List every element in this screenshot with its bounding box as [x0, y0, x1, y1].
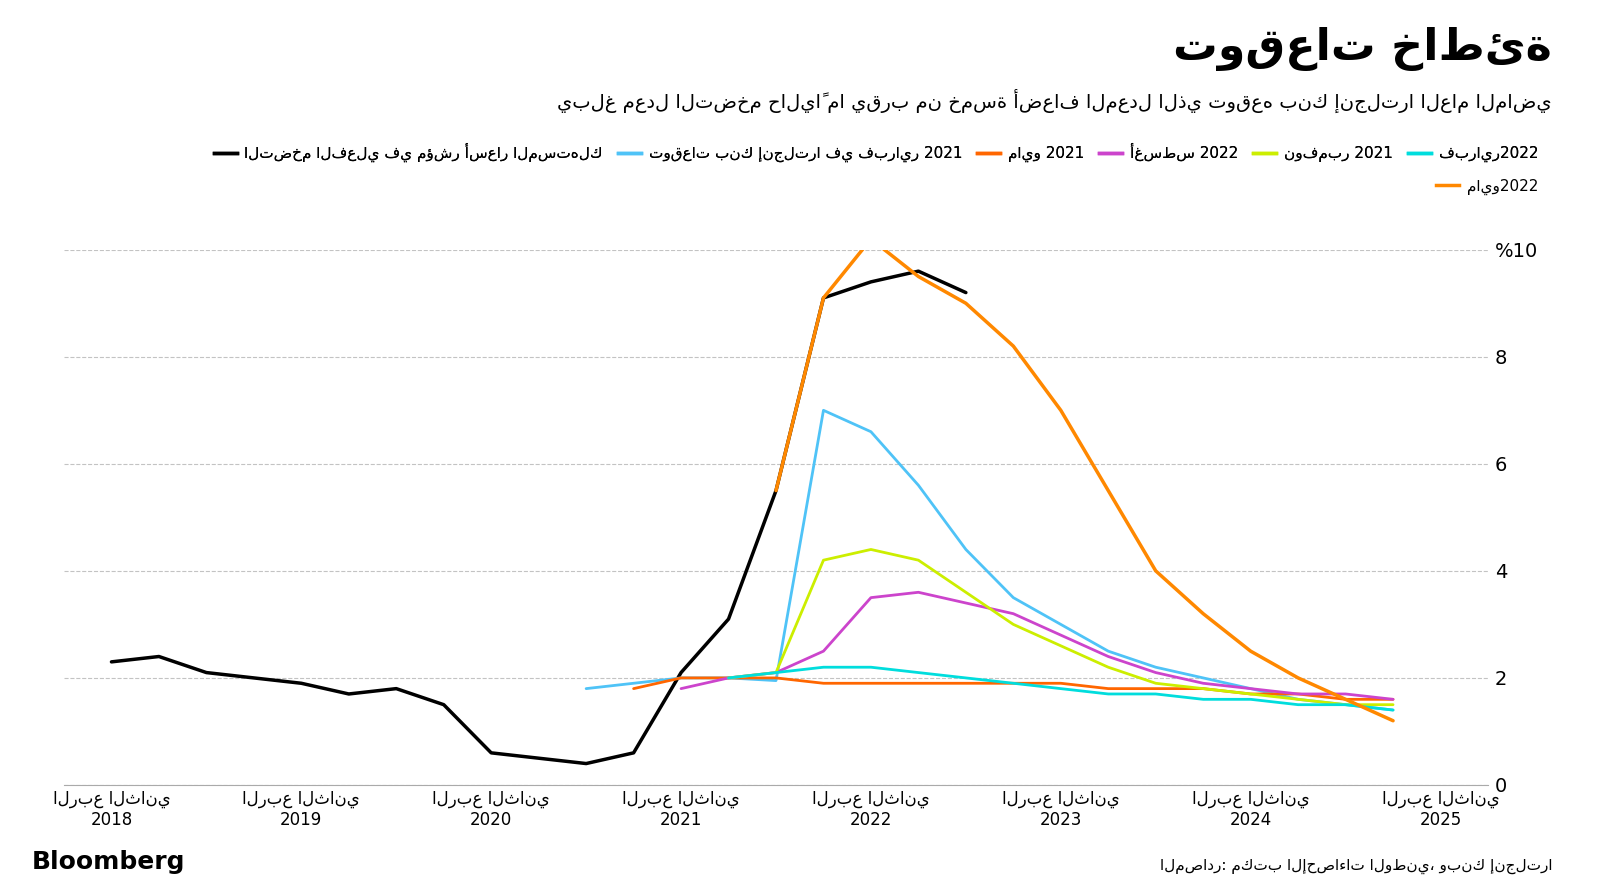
Text: يبلغ معدل التضخم حالياً ما يقرب من خمسة أضعاف المعدل الذي توقعه بنك إنجلترا العا: يبلغ معدل التضخم حالياً ما يقرب من خمسة …: [557, 89, 1552, 113]
Text: Bloomberg: Bloomberg: [32, 850, 186, 874]
Text: توقعات خاطئة: توقعات خاطئة: [1173, 27, 1552, 70]
Text: المصادر: مكتب الإحصاءات الوطني، وبنك إنجلترا: المصادر: مكتب الإحصاءات الوطني، وبنك إنج…: [1160, 859, 1552, 874]
Legend: مايو2022: مايو2022: [1430, 173, 1544, 201]
Legend: التضخم الفعلي في مؤشر أسعار المستهلك, توقعات بنك إنجلترا في فبراير 2021, مايو 20: التضخم الفعلي في مؤشر أسعار المستهلك, تو…: [208, 137, 1544, 169]
